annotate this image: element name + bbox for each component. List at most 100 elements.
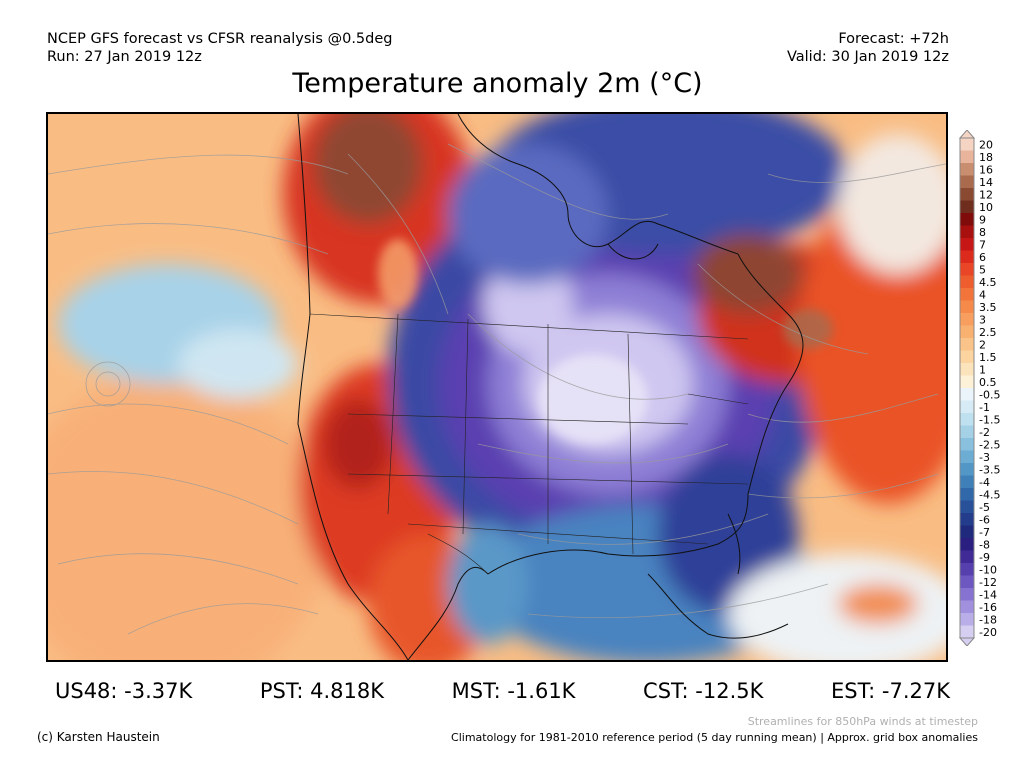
colorbar-label: 1.5 <box>979 351 997 364</box>
valid-time: Valid: 30 Jan 2019 12z <box>786 49 949 65</box>
colorbar-label: -14 <box>979 588 997 601</box>
climatology-note: Climatology for 1981-2010 reference peri… <box>451 731 978 744</box>
political-borders <box>309 313 749 575</box>
colorbar-swatch <box>960 263 974 276</box>
colorbar-label: 10 <box>979 201 993 214</box>
colorbar-swatch <box>960 300 974 314</box>
colorbar-label: 2 <box>979 338 986 351</box>
colorbar-swatch <box>960 600 974 614</box>
colorbar-label: -6 <box>979 513 990 526</box>
colorbar-label: 6 <box>979 251 986 264</box>
colorbar-top-arrow <box>958 130 976 139</box>
header-left: NCEP GFS forecast vs CFSR reanalysis @0.… <box>47 30 392 66</box>
colorbar-swatch <box>960 613 974 626</box>
anomaly-map <box>46 112 948 662</box>
colorbar-swatch <box>960 413 974 426</box>
anomaly-map-graphic <box>48 114 946 660</box>
colorbar-swatch <box>960 488 974 501</box>
colorbar-label: 3.5 <box>979 301 997 314</box>
colorbar-bottom-arrow <box>958 637 976 646</box>
colorbar-swatch <box>960 213 974 226</box>
colorbar-label: -2.5 <box>979 438 1000 451</box>
forecast-hour: Forecast: +72h <box>838 31 949 47</box>
regional-stats: US48: -3.37K PST: 4.818K MST: -1.61K CST… <box>55 679 950 703</box>
colorbar-label: 7 <box>979 238 986 251</box>
colorbar-label: 9 <box>979 213 986 226</box>
colorbar-label: -9 <box>979 551 990 564</box>
header-right: Forecast: +72h Valid: 30 Jan 2019 12z <box>787 30 949 66</box>
colorbar-swatch <box>960 463 974 476</box>
colorbar-swatch <box>960 500 974 514</box>
colorbar-swatch <box>960 625 974 639</box>
colorbar-label: 3 <box>979 313 986 326</box>
colorbar-swatch <box>960 363 974 376</box>
colorbar-swatch <box>960 475 974 489</box>
run-time: Run: 27 Jan 2019 12z <box>47 49 202 65</box>
colorbar-swatch <box>960 238 974 251</box>
colorbar-swatch <box>960 400 974 414</box>
colorbar-label: -18 <box>979 613 997 626</box>
colorbar-label: 4 <box>979 288 986 301</box>
colorbar-swatch <box>960 275 974 289</box>
colorbar-swatch <box>960 225 974 239</box>
coastlines <box>297 114 804 660</box>
colorbar-swatch <box>960 388 974 401</box>
colorbar-label: 2.5 <box>979 326 997 339</box>
colorbar-swatch <box>960 550 974 564</box>
colorbar: 201816141210987654.543.532.521.510.5-0.5… <box>958 130 1000 646</box>
colorbar-swatch <box>960 438 974 451</box>
colorbar-swatch <box>960 138 974 151</box>
colorbar-swatch <box>960 175 974 189</box>
stat-pst: PST: 4.818K <box>259 679 385 703</box>
colorbar-outline <box>959 137 975 639</box>
colorbar-swatch <box>960 338 974 351</box>
colorbar-label: -20 <box>979 626 997 639</box>
colorbar-swatch <box>960 288 974 301</box>
colorbar-label: 16 <box>979 163 993 176</box>
colorbar-swatch <box>960 563 974 576</box>
colorbar-label: 20 <box>979 138 993 151</box>
streamlines-note: Streamlines for 850hPa winds at timestep <box>747 715 978 728</box>
colorbar-label: -1 <box>979 401 990 414</box>
map-title: Temperature anomaly 2m (°C) <box>292 68 703 99</box>
colorbar-swatch <box>960 425 974 439</box>
colorbar-label: -8 <box>979 538 990 551</box>
credit: (c) Karsten Haustein <box>37 730 160 744</box>
colorbar-label: 0.5 <box>979 376 997 389</box>
colorbar-swatch <box>960 188 974 201</box>
colorbar-label: -16 <box>979 601 997 614</box>
colorbar-label: -5 <box>979 501 990 514</box>
colorbar-label: 1 <box>979 363 986 376</box>
model-description: NCEP GFS forecast vs CFSR reanalysis @0.… <box>47 31 393 47</box>
colorbar-label: -1.5 <box>979 413 1000 426</box>
anomaly-detail <box>378 239 833 444</box>
colorbar-swatch <box>960 588 974 601</box>
stat-mst: MST: -1.61K <box>451 679 576 703</box>
colorbar-label: -3.5 <box>979 463 1000 476</box>
colorbar-swatch <box>960 575 974 589</box>
colorbar-label: 14 <box>979 176 993 189</box>
colorbar-label: 5 <box>979 263 986 276</box>
colorbar-swatch <box>960 538 974 551</box>
colorbar-label: -7 <box>979 526 990 539</box>
colorbar-label: -4 <box>979 476 990 489</box>
stat-us48: US48: -3.37K <box>55 679 193 703</box>
colorbar-label: -10 <box>979 563 997 576</box>
colorbar-swatch <box>960 350 974 364</box>
colorbar-swatch <box>960 325 974 339</box>
stat-cst: CST: -12.5K <box>643 679 764 703</box>
colorbar-swatch <box>960 200 974 214</box>
colorbar-swatch <box>960 375 974 389</box>
colorbar-label: -4.5 <box>979 488 1000 501</box>
colorbar-swatch <box>960 150 974 164</box>
colorbar-swatch <box>960 313 974 326</box>
colorbar-label: 12 <box>979 188 993 201</box>
colorbar-label: 18 <box>979 151 993 164</box>
colorbar-label: -12 <box>979 576 997 589</box>
colorbar-label: -0.5 <box>979 388 1000 401</box>
colorbar-label: -3 <box>979 451 990 464</box>
colorbar-swatch <box>960 250 974 264</box>
colorbar-swatch <box>960 513 974 526</box>
colorbar-label: 4.5 <box>979 276 997 289</box>
stat-est: EST: -7.27K <box>831 679 950 703</box>
